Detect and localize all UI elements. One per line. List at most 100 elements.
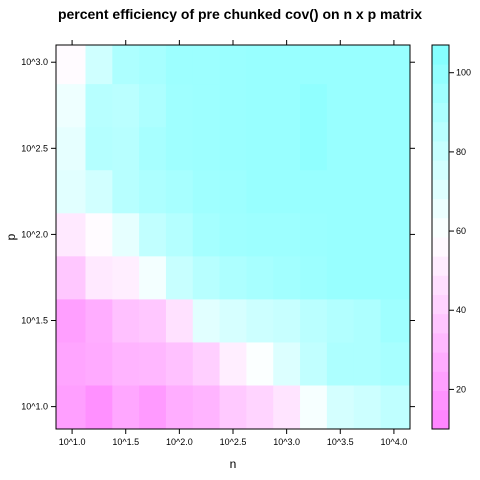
- heatmap-cell: [246, 83, 274, 128]
- heatmap-cell: [85, 126, 113, 171]
- heatmap-cell: [273, 126, 301, 171]
- heatmap-cell: [219, 212, 247, 257]
- heatmap-cell: [300, 255, 328, 300]
- heatmap-cell: [273, 169, 301, 214]
- heatmap-cell: [56, 83, 86, 128]
- colorbar-tick-label: 100: [456, 68, 471, 78]
- colorbar-tick-label: 60: [456, 226, 466, 236]
- heatmap-cell: [112, 126, 140, 171]
- y-axis-label: p: [4, 233, 18, 240]
- heatmap-cell: [300, 385, 328, 430]
- heatmap-cell: [219, 342, 247, 386]
- y-tick-label: 10^1.5: [21, 316, 48, 326]
- heatmap-cell: [246, 45, 274, 85]
- heatmap-cell: [273, 298, 301, 343]
- x-axis: 10^1.0 10^1.5 10^2.0 10^2.5 10^3.0 10^3.5 10^4…: [59, 40, 408, 447]
- x-tick-label: 10^2.0: [166, 437, 193, 447]
- heatmap-cell: [112, 45, 140, 85]
- heatmap-cell: [326, 255, 355, 300]
- heatmap-cell: [353, 83, 381, 128]
- heatmap-cell: [273, 83, 301, 128]
- heatmap-cell: [112, 385, 140, 430]
- heatmap-cell: [353, 385, 381, 430]
- heatmap-cell: [300, 126, 328, 171]
- heatmap-cell: [246, 298, 274, 343]
- heatmap-cell: [219, 45, 247, 85]
- colorbar-bin: [432, 237, 449, 257]
- heatmap-cell: [273, 342, 301, 386]
- colorbar-bin: [432, 371, 449, 391]
- heatmap-cell: [219, 169, 247, 214]
- heatmap-cell: [219, 298, 247, 343]
- heatmap-cell: [192, 45, 220, 85]
- heatmap-cell: [353, 169, 381, 214]
- heatmap-cell: [165, 169, 194, 214]
- colorbar-tick-label: 80: [456, 147, 466, 157]
- heatmap-cell: [380, 298, 411, 343]
- heatmap-cell: [300, 212, 328, 257]
- heatmap-cell: [326, 169, 355, 214]
- heatmap-cell: [56, 126, 86, 171]
- x-tick-label: 10^2.5: [220, 437, 247, 447]
- heatmap-cell: [192, 126, 220, 171]
- heatmap-cell: [56, 45, 86, 85]
- x-tick-label: 10^4.0: [381, 437, 408, 447]
- colorbar-bin: [432, 409, 449, 430]
- x-tick-label: 10^1.5: [112, 437, 139, 447]
- colorbar: 20 40 60 80 100: [431, 44, 471, 430]
- heatmap-cell: [112, 169, 140, 214]
- heatmap-cell: [380, 385, 411, 430]
- heatmap-cell: [85, 83, 113, 128]
- colorbar-tick-label: 20: [456, 384, 466, 394]
- heatmap-cell: [326, 342, 355, 386]
- y-axis: 10^1.0 10^1.5 10^2.0 10^2.5 10^3.0: [21, 57, 415, 412]
- heatmap-cells: [56, 45, 411, 430]
- heatmap-cell: [192, 385, 220, 430]
- colorbar-bin: [432, 160, 449, 180]
- heatmap-cell: [85, 385, 113, 430]
- heatmap-cell: [300, 45, 328, 85]
- heatmap-cell: [246, 126, 274, 171]
- colorbar-bin: [432, 64, 449, 84]
- heatmap-cell: [353, 255, 381, 300]
- heatmap-cell: [273, 255, 301, 300]
- heatmap-cell: [56, 342, 86, 386]
- colorbar-bin: [432, 45, 449, 65]
- heatmap-cell: [85, 212, 113, 257]
- y-tick-label: 10^2.5: [21, 143, 48, 153]
- x-axis-label: n: [230, 457, 237, 471]
- colorbar-bin: [432, 83, 449, 103]
- heatmap-cell: [139, 385, 167, 430]
- heatmap-cell: [380, 169, 411, 214]
- heatmap-cell: [165, 83, 194, 128]
- heatmap-cell: [273, 212, 301, 257]
- x-tick-label: 10^3.0: [273, 437, 300, 447]
- heatmap-cell: [165, 126, 194, 171]
- heatmap-cell: [326, 212, 355, 257]
- heatmap-cell: [300, 169, 328, 214]
- heatmap-cell: [139, 342, 167, 386]
- colorbar-bin: [432, 390, 449, 411]
- heatmap-cell: [300, 83, 328, 128]
- heatmap-cell: [246, 212, 274, 257]
- heatmap-cell: [85, 169, 113, 214]
- heatmap-cell: [353, 126, 381, 171]
- colorbar-tick-label: 40: [456, 305, 466, 315]
- colorbar-bin: [432, 121, 449, 142]
- heatmap-cell: [56, 298, 86, 343]
- heatmap-cell: [219, 126, 247, 171]
- heatmap-cell: [273, 45, 301, 85]
- heatmap-cell: [380, 45, 411, 85]
- heatmap-cell: [56, 212, 86, 257]
- heatmap-cell: [219, 83, 247, 128]
- heatmap-cell: [165, 212, 194, 257]
- heatmap-cell: [246, 169, 274, 214]
- heatmap-cell: [56, 255, 86, 300]
- heatmap-cell: [112, 83, 140, 128]
- heatmap-cell: [112, 212, 140, 257]
- heatmap-cell: [139, 255, 167, 300]
- heatmap-cell: [165, 342, 194, 386]
- heatmap-cell: [326, 126, 355, 171]
- colorbar-bin: [432, 333, 449, 353]
- heatmap-cell: [273, 385, 301, 430]
